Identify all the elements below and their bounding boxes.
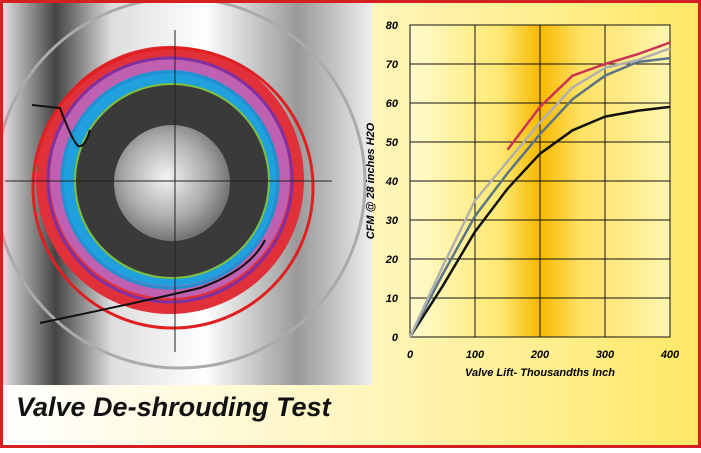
series-line bbox=[408, 47, 671, 338]
chart-title: Valve De-shrouding Test bbox=[16, 392, 332, 422]
illustration bbox=[0, 0, 367, 370]
y-tick-label: 40 bbox=[385, 176, 399, 188]
y-tick-label: 70 bbox=[386, 59, 399, 71]
y-tick-label: 20 bbox=[385, 254, 399, 266]
x-tick-label: 300 bbox=[596, 349, 615, 361]
y-tick-label: 60 bbox=[386, 98, 399, 110]
y-tick-label: 10 bbox=[386, 293, 399, 305]
x-tick-label: 0 bbox=[407, 349, 414, 361]
x-axis-label: Valve Lift- Thousandths Inch bbox=[465, 367, 615, 379]
y-tick-label: 0 bbox=[392, 332, 399, 344]
y-tick-label: 50 bbox=[386, 137, 399, 149]
y-tick-label: 80 bbox=[386, 20, 399, 32]
series-line bbox=[506, 41, 671, 151]
y-tick-label: 30 bbox=[386, 215, 399, 227]
series-line bbox=[408, 105, 671, 338]
x-tick-label: 400 bbox=[660, 349, 680, 361]
x-tick-label: 100 bbox=[466, 349, 485, 361]
y-axis-label: CFM @ 28 inches H2O bbox=[365, 122, 377, 239]
x-tick-label: 200 bbox=[530, 349, 550, 361]
series-line bbox=[408, 56, 671, 338]
chart: 0 10 20 30 40 50 60 70 80 0 100 200 300 400 bbox=[385, 20, 680, 361]
